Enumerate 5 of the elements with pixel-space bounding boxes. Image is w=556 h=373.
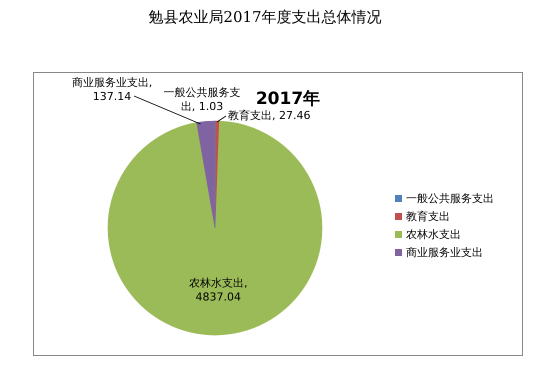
legend-label: 教育支出	[406, 210, 450, 223]
chart-title: 勉县农业局2017年度支出总体情况	[148, 8, 382, 26]
data-label: 商业服务业支出, 137.14	[72, 76, 152, 103]
text: 2017年	[256, 89, 320, 109]
legend-label: 农林水支出	[406, 228, 461, 241]
